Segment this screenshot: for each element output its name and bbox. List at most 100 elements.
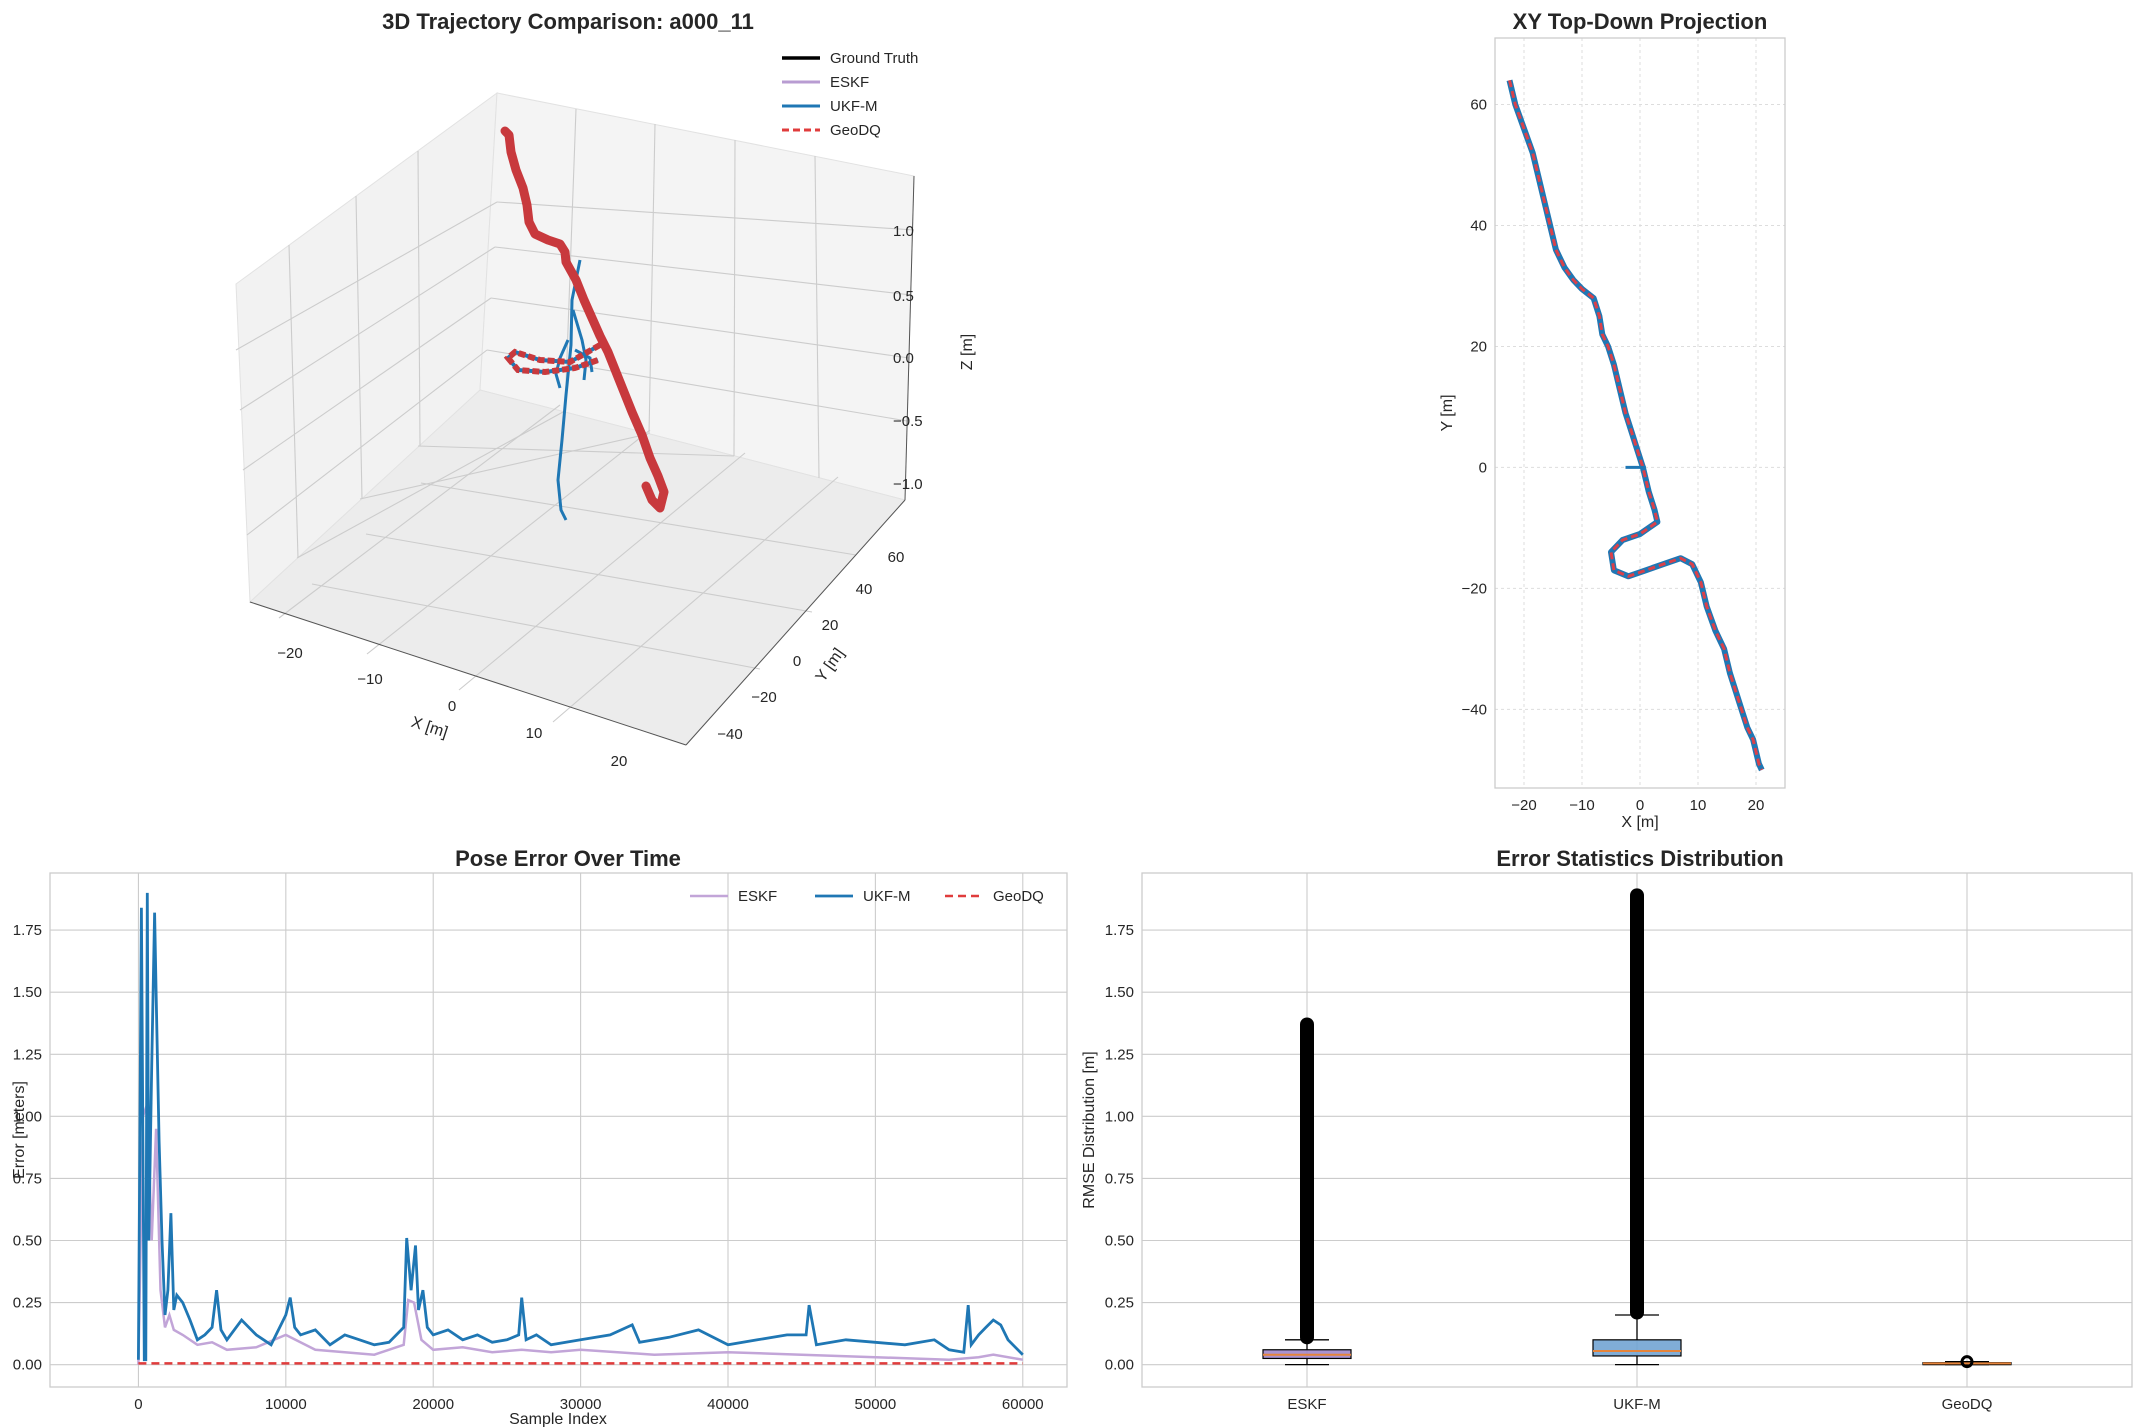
pose-error-grid <box>50 873 1067 1387</box>
err-stats-y-tick: 1.25 <box>1105 1046 1134 1063</box>
xy-panel: XY Top-Down Projection −20 −10 0 10 20−40−20… <box>1439 9 1786 831</box>
traj3d-legend-ukf: UKF-M <box>830 98 878 115</box>
pose-error-eskf-line <box>137 1103 1024 1365</box>
xy-ticks: −20 −10 0 10 20 −40 −20 0 20 40 60 <box>1462 97 1765 814</box>
pose-error-legend-geodq: GeoDQ <box>993 888 1044 905</box>
traj3d-z-tick: 0.0 <box>893 350 914 367</box>
pose-error-x-tick: 60000 <box>1002 1396 1044 1413</box>
traj3d-title: 3D Trajectory Comparison: a000_11 <box>382 9 754 34</box>
xy-x-tick: −10 <box>1569 797 1594 814</box>
traj3d-x-axis-line <box>249 601 687 746</box>
traj3d-y-tick: −20 <box>751 689 776 706</box>
xy-y-tick: −40 <box>1462 701 1487 718</box>
traj3d-z-tick: −1.0 <box>893 476 923 493</box>
xy-y-tick: 40 <box>1470 218 1487 235</box>
pose-error-legend: ESKF UKF-M GeoDQ <box>690 888 1044 905</box>
err-stats-y-label: RMSE Distribution [m] <box>1081 1051 1098 1208</box>
xy-x-tick: −20 <box>1511 797 1536 814</box>
pose-error-x-label: Sample Index <box>509 1411 607 1427</box>
xy-frame <box>1494 37 1786 789</box>
pose-error-y-tick: 1.00 <box>13 1108 42 1125</box>
xy-x-label: X [m] <box>1621 814 1658 831</box>
traj3d-x-tick: −20 <box>277 645 302 662</box>
err-stats-y-tick: 0.25 <box>1105 1295 1134 1312</box>
iqr-box <box>1592 1339 1682 1357</box>
err-stats-title: Error Statistics Distribution <box>1496 846 1783 871</box>
pose-error-x-tick: 50000 <box>855 1396 897 1413</box>
xy-ukf-line <box>1506 79 1765 772</box>
pose-error-frame <box>49 872 1068 1388</box>
err-stats-y-tick: 1.00 <box>1105 1108 1134 1125</box>
traj3d-z-tick: 0.5 <box>893 288 914 305</box>
traj3d-z-axis-line <box>904 175 915 501</box>
traj3d-x-tick: 0 <box>448 698 456 715</box>
xy-y-tick: 0 <box>1479 459 1487 476</box>
pose-error-panel: Pose Error Over Time 0 10000 20000 30000 400… <box>11 846 1068 1427</box>
pose-error-y-tick: 1.25 <box>13 1046 42 1063</box>
traj3d-z-tick: 1.0 <box>893 223 914 240</box>
err-stats-box-eskf <box>1262 1017 1352 1366</box>
pose-error-y-tick: 0.00 <box>13 1357 42 1374</box>
traj3d-y-tick: 60 <box>888 549 905 566</box>
xy-x-tick: 10 <box>1690 797 1707 814</box>
traj3d-z-axis: 1.0 0.5 0.0 −0.5 −1.0 Z [m] <box>893 175 976 501</box>
traj3d-legend: Ground Truth ESKF UKF-M GeoDQ <box>782 50 918 139</box>
traj3d-y-axis-line <box>685 499 906 746</box>
traj3d-y-tick: −40 <box>717 726 742 743</box>
xy-grid <box>1495 38 1785 788</box>
err-stats-panel: Error Statistics Distribution 0.000.250.… <box>1081 846 2133 1413</box>
err-stats-ticks: 0.00 0.25 0.50 0.75 1.00 1.25 1.50 1.75 ESKF UKF-… <box>1105 922 1993 1413</box>
traj3d-y-label: Y [m] <box>813 645 848 685</box>
err-stats-frame <box>1141 872 2133 1388</box>
traj3d-panel: 3D Trajectory Comparison: a000_11 −20 <box>235 9 976 770</box>
traj3d-loop-geodq <box>503 342 602 376</box>
pose-error-x-tick: 20000 <box>412 1396 454 1413</box>
xy-y-tick: 20 <box>1470 338 1487 355</box>
err-stats-y-tick: 0.75 <box>1105 1170 1134 1187</box>
pose-error-title: Pose Error Over Time <box>455 846 681 871</box>
pose-error-y-label: Error [meters] <box>11 1081 28 1179</box>
traj3d-legend-eskf: ESKF <box>830 74 869 91</box>
pose-error-x-tick: 30000 <box>560 1396 602 1413</box>
err-stats-box-ukf-m <box>1592 888 1682 1366</box>
xy-y-tick: 60 <box>1470 97 1487 114</box>
traj3d-y-tick: 40 <box>856 581 873 598</box>
outlier-marker <box>1960 1355 1974 1369</box>
err-stats-y-tick: 1.50 <box>1105 984 1134 1001</box>
traj3d-legend-gt: Ground Truth <box>830 50 918 67</box>
pose-error-y-tick: 0.25 <box>13 1295 42 1312</box>
pose-error-y-tick: 1.50 <box>13 984 42 1001</box>
traj3d-y-tick: 20 <box>822 617 839 634</box>
pose-error-ukf-line <box>137 892 1024 1362</box>
xy-geodq-line <box>1508 79 1764 771</box>
xy-y-label: Y [m] <box>1439 394 1456 431</box>
traj3d-y-tick: 0 <box>793 653 801 670</box>
traj3d-geodq-line <box>500 126 669 513</box>
err-stats-x-tick: UKF-M <box>1613 1396 1661 1413</box>
traj3d-legend-geodq: GeoDQ <box>830 122 881 139</box>
pose-error-legend-ukf: UKF-M <box>863 888 911 905</box>
err-stats-y-tick: 0.00 <box>1105 1357 1134 1374</box>
traj3d-x-label: X [m] <box>409 714 450 742</box>
err-stats-x-tick: GeoDQ <box>1942 1396 1993 1413</box>
pose-error-ticks: 0 10000 20000 30000 40000 50000 60000 0.00 0.25 0… <box>13 922 1044 1413</box>
pose-error-y-tick: 0.50 <box>13 1232 42 1249</box>
err-stats-boxes <box>1262 888 2012 1369</box>
err-stats-x-tick: ESKF <box>1287 1396 1326 1413</box>
pose-error-x-tick: 10000 <box>265 1396 307 1413</box>
traj3d-x-tick: 20 <box>611 753 628 770</box>
traj3d-ukf-line <box>554 259 594 521</box>
err-stats-y-tick: 0.50 <box>1105 1232 1134 1249</box>
traj3d-z-tick: −0.5 <box>893 413 923 430</box>
err-stats-y-tick: 1.75 <box>1105 922 1134 939</box>
err-stats-box-geodq <box>1922 1355 2012 1369</box>
pose-error-y-tick: 1.75 <box>13 922 42 939</box>
traj3d-x-tick: 10 <box>526 725 543 742</box>
traj3d-x-tick: −10 <box>357 671 382 688</box>
xy-x-tick: 20 <box>1748 797 1765 814</box>
pose-error-x-tick: 0 <box>134 1396 142 1413</box>
traj3d-z-label: Z [m] <box>959 334 976 370</box>
xy-y-tick: −20 <box>1462 580 1487 597</box>
xy-x-tick: 0 <box>1636 797 1644 814</box>
